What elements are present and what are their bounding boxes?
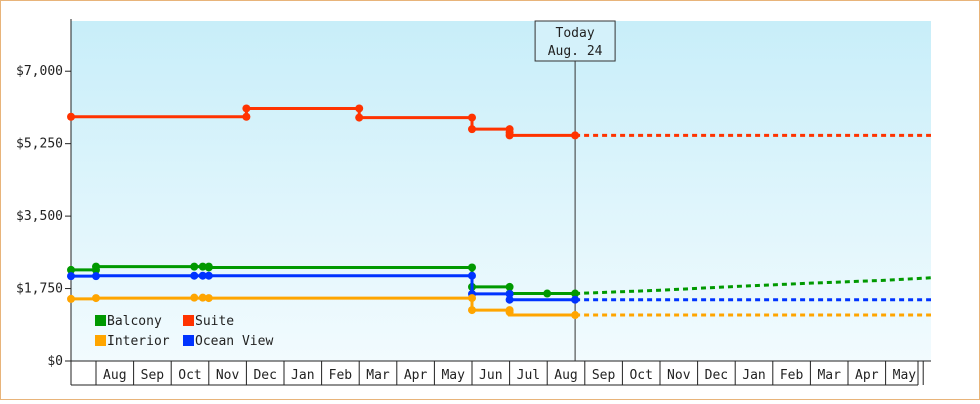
legend: Balcony Suite Interior Ocean View bbox=[95, 314, 273, 349]
ocean-view-data-point bbox=[571, 295, 580, 304]
x-tick-label: Nov bbox=[667, 368, 691, 383]
balcony-forecast-line bbox=[575, 276, 932, 296]
x-tick-label: Feb bbox=[780, 368, 804, 383]
balcony-data-point bbox=[67, 265, 75, 274]
x-tick-label: Aug bbox=[103, 368, 126, 383]
series-lines bbox=[67, 104, 932, 320]
y-tick-label: $5,250 bbox=[16, 137, 63, 152]
x-tick-label: Oct bbox=[178, 368, 201, 383]
x-tick-label: Oct bbox=[629, 368, 652, 383]
x-tick-label: Mar bbox=[817, 368, 841, 383]
balcony-data-point bbox=[468, 263, 476, 272]
interior-data-point bbox=[505, 308, 514, 317]
suite-data-point bbox=[242, 104, 251, 113]
today-marker: Today Aug. 24 bbox=[534, 20, 616, 361]
ocean-view-data-point bbox=[190, 271, 199, 280]
y-tick-label: $7,000 bbox=[16, 64, 63, 79]
legend-swatch-interior bbox=[95, 335, 106, 346]
ocean-view-data-point bbox=[468, 271, 476, 280]
interior-data-point bbox=[67, 294, 75, 303]
x-tick-label: Dec bbox=[705, 368, 728, 383]
ocean-view-data-point bbox=[204, 271, 213, 280]
legend-swatch-ocean-view bbox=[183, 335, 194, 346]
balcony-data-point bbox=[571, 289, 580, 298]
x-tick-label: May bbox=[441, 368, 465, 383]
balcony-data-point bbox=[505, 282, 514, 291]
interior-data-point bbox=[92, 294, 100, 303]
x-tick-label: Jul bbox=[517, 368, 540, 383]
ocean-view-data-point bbox=[92, 272, 100, 281]
ocean-view-data-point bbox=[505, 295, 514, 304]
y-tick-label: $3,500 bbox=[16, 209, 63, 224]
x-tick-label: Nov bbox=[216, 368, 240, 383]
suite-data-point bbox=[242, 112, 251, 121]
suite-data-point bbox=[355, 104, 364, 113]
x-tick-label: Jan bbox=[742, 368, 765, 383]
today-date-label: Aug. 24 bbox=[548, 44, 603, 59]
interior-data-point bbox=[204, 294, 213, 303]
suite-data-point bbox=[505, 131, 514, 140]
plot-area bbox=[71, 21, 931, 361]
interior-data-point bbox=[198, 293, 207, 302]
x-tick-label: Aug bbox=[554, 368, 577, 383]
balcony-data-point bbox=[543, 289, 552, 298]
x-axis: Aug Sep Oct Nov Dec Jan Feb Mar Apr May Jun Jul Aug S… bbox=[71, 360, 931, 386]
legend-swatch-balcony bbox=[95, 315, 106, 326]
legend-label-suite: Suite bbox=[195, 314, 234, 329]
ocean-view-data-point bbox=[67, 272, 75, 281]
y-axis: $0 $1,750 $3,500 $5,250 $7,000 bbox=[16, 19, 72, 385]
legend-label-interior: Interior bbox=[107, 334, 170, 349]
x-tick-label: Feb bbox=[329, 368, 353, 383]
x-tick-label: Jun bbox=[479, 368, 502, 383]
interior-data-point bbox=[571, 311, 580, 320]
x-tick-label: Jan bbox=[291, 368, 314, 383]
interior-data-point bbox=[190, 293, 199, 302]
suite-data-point bbox=[571, 131, 580, 140]
x-tick-label: Apr bbox=[404, 368, 428, 383]
balcony-data-point bbox=[92, 262, 100, 271]
interior-data-point bbox=[468, 306, 476, 315]
balcony-data-point bbox=[190, 262, 199, 271]
interior-data-point bbox=[468, 294, 476, 303]
legend-label-ocean-view: Ocean View bbox=[195, 334, 273, 349]
today-label-box bbox=[534, 20, 616, 62]
legend-swatch-suite bbox=[183, 315, 194, 326]
suite-data-point bbox=[468, 125, 476, 134]
x-tick-label: Sep bbox=[592, 368, 616, 383]
y-tick-label: $0 bbox=[47, 354, 63, 369]
x-tick-label: Dec bbox=[253, 368, 276, 383]
balcony-data-point bbox=[204, 263, 213, 272]
y-tick-label: $1,750 bbox=[16, 282, 63, 297]
x-tick-label: May bbox=[893, 368, 917, 383]
ocean-view-data-point bbox=[198, 271, 207, 280]
ocean-view-data-point bbox=[505, 289, 514, 298]
today-label: Today bbox=[556, 26, 595, 41]
x-tick-label: Apr bbox=[855, 368, 879, 383]
x-tick-label: Sep bbox=[141, 368, 165, 383]
suite-data-point bbox=[67, 112, 75, 121]
suite-data-point bbox=[355, 113, 364, 122]
balcony-data-point bbox=[198, 262, 207, 271]
suite-data-point bbox=[468, 113, 476, 122]
legend-label-balcony: Balcony bbox=[107, 314, 162, 329]
x-tick-label: Mar bbox=[366, 368, 390, 383]
